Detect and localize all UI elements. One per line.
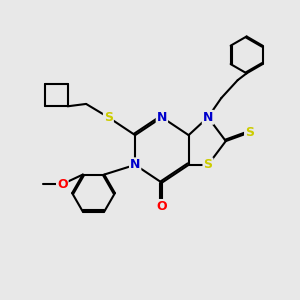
Text: S: S <box>104 111 113 124</box>
Text: N: N <box>157 111 167 124</box>
Text: S: S <box>245 126 254 139</box>
Text: O: O <box>157 200 167 213</box>
Text: N: N <box>130 158 140 171</box>
Text: S: S <box>203 158 212 171</box>
Text: N: N <box>203 111 213 124</box>
Text: O: O <box>57 178 68 191</box>
